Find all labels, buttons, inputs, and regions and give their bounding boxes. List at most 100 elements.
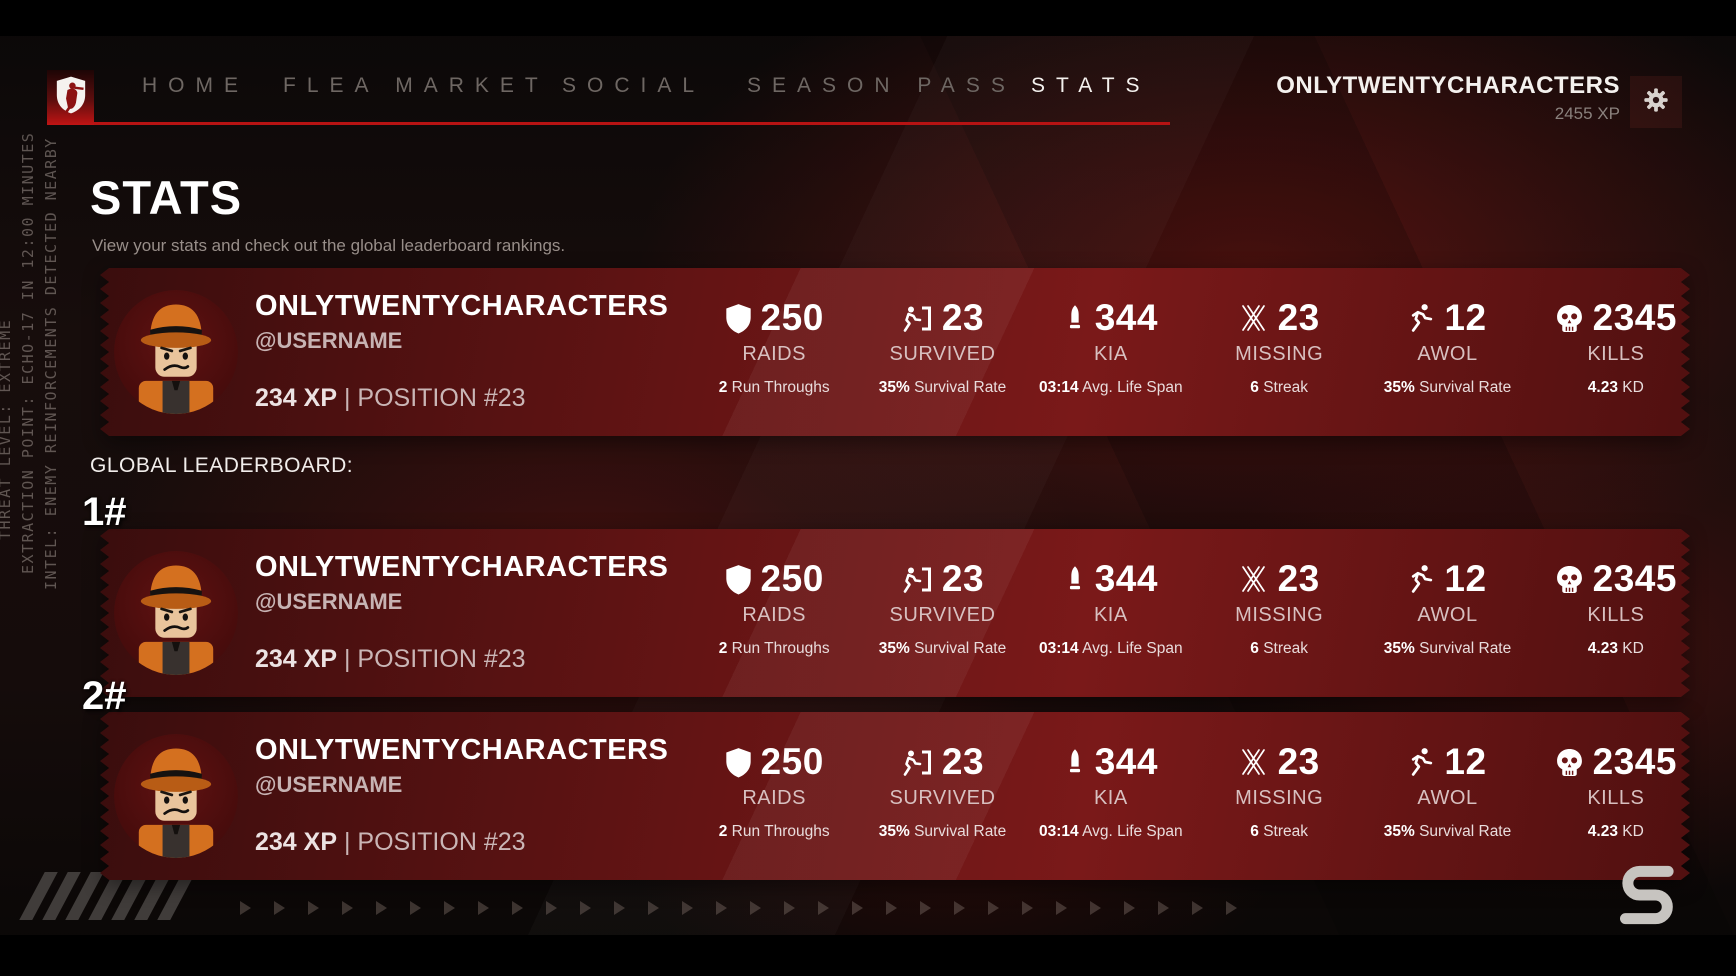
stat-substat: 03:14 Avg. Life Span: [1038, 640, 1183, 657]
stat-kia: 344 KIA 03:14 Avg. Life Span: [1027, 529, 1195, 697]
hud-extraction-point: EXTRACTION POINT: ECHO-17 IN 12:00 MINUT…: [19, 131, 37, 574]
stat-missing: 23 MISSING 6 Streak: [1195, 529, 1363, 697]
stat-label: SURVIVED: [889, 343, 996, 365]
arrow-glyph: [886, 901, 897, 915]
card-player-handle: @USERNAME: [255, 328, 403, 353]
rank-label-1: 1#: [82, 490, 127, 534]
decor-arrow-row: [240, 901, 1237, 915]
stat-label: RAIDS: [742, 604, 806, 626]
arrow-glyph: [648, 901, 659, 915]
arrow-glyph: [512, 901, 523, 915]
stat-substat: 6 Streak: [1250, 379, 1309, 396]
stat-value: 344: [1094, 741, 1158, 782]
shield-icon: [725, 564, 752, 595]
settings-button[interactable]: [1630, 76, 1682, 128]
stat-value: 12: [1444, 558, 1487, 599]
stat-substat: 4.23 KD: [1587, 823, 1644, 840]
exit-door-icon: [901, 748, 933, 777]
card-xp-position: 234 XP | POSITION #23: [255, 828, 526, 857]
stat-substat: 35% Survival Rate: [878, 823, 1007, 840]
stat-substat: 2 Run Throughs: [718, 640, 830, 657]
shield-icon: [725, 747, 752, 778]
arrow-glyph: [1090, 901, 1101, 915]
card-xp: 234 XP: [255, 645, 338, 673]
brand-s-logo: [1598, 854, 1694, 941]
card-player-name: ONLYTWENTYCHARACTERS: [255, 551, 669, 583]
stat-substat: 4.23 KD: [1587, 640, 1644, 657]
nav-tab-flea-market[interactable]: FLEA MARKET: [283, 74, 549, 97]
skull-icon: [1555, 748, 1584, 777]
stat-substat: 6 Streak: [1250, 640, 1309, 657]
stat-value: 2345: [1592, 741, 1677, 782]
arrow-glyph: [376, 901, 387, 915]
skull-icon: [1555, 304, 1584, 333]
card-stats-row: 250 RAIDS 2 Run Throughs 23 SURV: [690, 712, 1690, 880]
stat-missing: 23 MISSING 6 Streak: [1195, 712, 1363, 880]
arrow-glyph: [478, 901, 489, 915]
card-divider: |: [343, 645, 351, 673]
stat-value: 12: [1444, 297, 1487, 338]
arrow-glyph: [410, 901, 421, 915]
stats-card: ONLYTWENTYCHARACTERS @USERNAME 234 XP | …: [100, 268, 1690, 436]
stat-value: 250: [760, 558, 824, 599]
shield-icon: [725, 303, 752, 334]
stat-value: 23: [1277, 558, 1320, 599]
running-icon: [1408, 303, 1435, 333]
stat-raids: 250 RAIDS 2 Run Throughs: [690, 529, 858, 697]
stat-survived: 23 SURVIVED 35% Survival Rate: [858, 712, 1026, 880]
arrow-glyph: [716, 901, 727, 915]
card-xp: 234 XP: [255, 828, 338, 856]
arrow-glyph: [274, 901, 285, 915]
nav-tab-season-pass[interactable]: SEASON PASS: [747, 74, 1016, 97]
player-stats-card-slot: ONLYTWENTYCHARACTERS @USERNAME 234 XP | …: [100, 268, 1690, 436]
arrow-glyph: [818, 901, 829, 915]
nav-underline: [94, 122, 1170, 125]
bullet-icon: [1064, 564, 1086, 595]
missing-x-icon: [1239, 564, 1269, 594]
card-position: POSITION #23: [357, 828, 526, 856]
stat-value: 2345: [1592, 558, 1677, 599]
nav-tab-home[interactable]: HOME: [142, 74, 249, 97]
card-xp-position: 234 XP | POSITION #23: [255, 384, 526, 413]
nav-tab-social[interactable]: SOCIAL: [562, 74, 706, 97]
stat-label: KILLS: [1587, 604, 1645, 626]
nav-username: ONLYTWENTYCHARACTERS: [1276, 72, 1620, 99]
stat-label: MISSING: [1235, 787, 1324, 809]
card-player-handle: @USERNAME: [255, 589, 403, 614]
stat-kia: 344 KIA 03:14 Avg. Life Span: [1027, 268, 1195, 436]
stat-value: 2345: [1592, 297, 1677, 338]
exit-door-icon: [901, 565, 933, 594]
card-player-name: ONLYTWENTYCHARACTERS: [255, 734, 669, 766]
stat-substat: 35% Survival Rate: [1383, 640, 1512, 657]
stat-value: 23: [941, 558, 985, 599]
stat-substat: 35% Survival Rate: [1383, 823, 1512, 840]
stat-missing: 23 MISSING 6 Streak: [1195, 268, 1363, 436]
nav-tab-stats[interactable]: STATS: [1031, 74, 1151, 97]
game-logo[interactable]: [47, 70, 94, 125]
nav-user-block: ONLYTWENTYCHARACTERS 2455 XP: [1276, 72, 1620, 124]
hud-side-text: THREAT LEVEL: EXTREME EXTRACTION POINT: …: [0, 132, 63, 612]
letterbox-top: [0, 0, 1736, 36]
arrow-glyph: [1158, 901, 1169, 915]
stat-value: 23: [941, 741, 985, 782]
stat-substat: 35% Survival Rate: [878, 640, 1007, 657]
leaderboard-entry-2-slot: ONLYTWENTYCHARACTERS @USERNAME 234 XP | …: [100, 712, 1690, 880]
avatar: [114, 551, 238, 675]
stat-value: 23: [1277, 297, 1320, 338]
stat-kills: 2345 KILLS 4.23 KD: [1532, 268, 1690, 436]
arrow-glyph: [682, 901, 693, 915]
arrow-glyph: [240, 901, 251, 915]
stat-label: AWOL: [1417, 787, 1478, 809]
arrow-glyph: [580, 901, 591, 915]
stat-value: 12: [1444, 741, 1487, 782]
bullet-icon: [1064, 303, 1086, 334]
nav-user-xp: 2455 XP: [1554, 104, 1620, 123]
stats-card: ONLYTWENTYCHARACTERS @USERNAME 234 XP | …: [100, 712, 1690, 880]
card-player-handle: @USERNAME: [255, 772, 403, 797]
arrow-glyph: [444, 901, 455, 915]
arrow-glyph: [1124, 901, 1135, 915]
card-position: POSITION #23: [357, 384, 526, 412]
stat-label: KILLS: [1587, 343, 1645, 365]
arrow-glyph: [920, 901, 931, 915]
page-subtitle: View your stats and check out the global…: [92, 236, 566, 255]
